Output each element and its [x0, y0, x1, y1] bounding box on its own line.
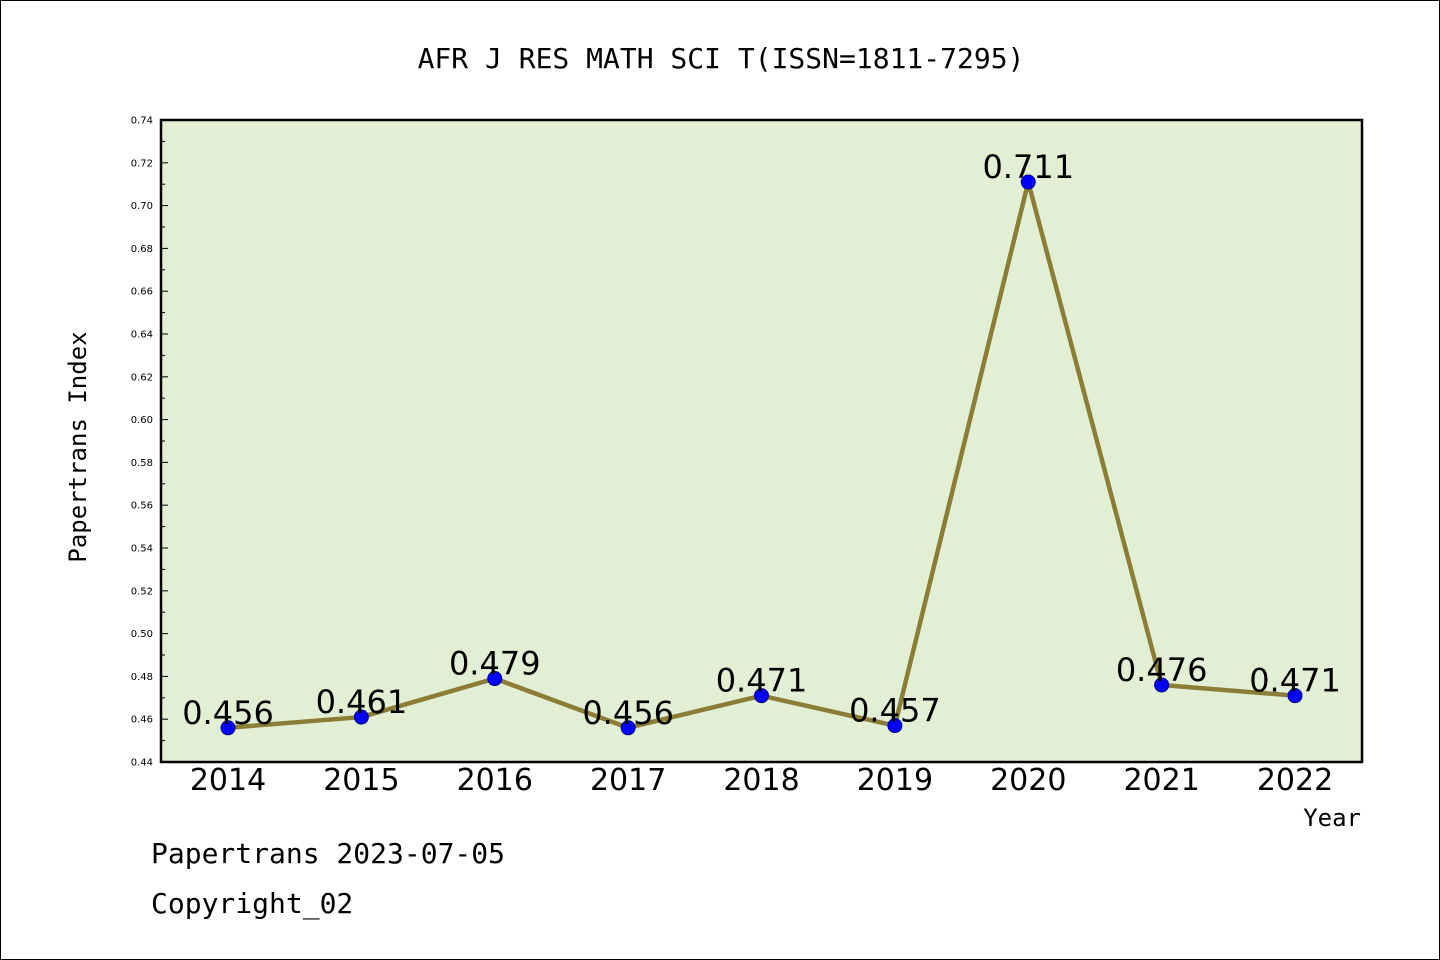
- y-tick-label: 0.74: [131, 116, 153, 127]
- data-point: [754, 688, 769, 704]
- y-tick-label: 0.44: [131, 758, 153, 769]
- x-tick-label: 2021: [1123, 763, 1199, 798]
- data-label: 0.461: [316, 683, 408, 721]
- x-tick-label: 2020: [990, 763, 1066, 798]
- x-tick-label: 2016: [457, 763, 533, 798]
- data-point: [620, 720, 636, 736]
- y-tick-label: 0.62: [131, 372, 153, 383]
- x-tick-label: 2017: [590, 763, 666, 798]
- data-point: [1020, 174, 1036, 190]
- plot-area: [161, 120, 1362, 762]
- data-point: [353, 709, 369, 725]
- y-tick-label: 0.70: [131, 201, 153, 212]
- x-tick-label: 2019: [857, 763, 933, 798]
- y-axis-label: Papertrans Index: [64, 331, 92, 562]
- y-tick-label: 0.52: [131, 586, 153, 597]
- data-label: 0.456: [182, 694, 274, 732]
- y-tick-label: 0.56: [131, 501, 153, 512]
- x-tick-label: 2015: [323, 763, 399, 798]
- data-point: [487, 671, 503, 687]
- data-point: [1154, 677, 1170, 693]
- y-tick-label: 0.64: [131, 330, 153, 341]
- data-label: 0.471: [716, 662, 808, 700]
- data-point: [220, 720, 236, 736]
- y-tick-label: 0.48: [131, 672, 153, 683]
- data-label: 0.476: [1116, 651, 1208, 689]
- x-axis: 2014 2015 2016 2017 2018 2019 2020 2021 2022: [190, 763, 1333, 798]
- y-tick-label: 0.66: [131, 287, 153, 298]
- footer-date-text: Papertrans 2023-07-05: [151, 837, 506, 870]
- data-point: [887, 718, 903, 734]
- data-point: [1287, 688, 1303, 704]
- x-tick-label: 2014: [190, 763, 266, 798]
- x-tick-label: 2018: [723, 763, 799, 798]
- y-tick-label: 0.58: [131, 458, 153, 469]
- plot-frame: [159, 118, 1364, 764]
- x-axis-label: Year: [1303, 804, 1361, 832]
- y-tick-label: 0.46: [131, 715, 153, 726]
- series-group: 0.456 0.461 0.479 0.456 0.471 0.457 0.711 0.476…: [182, 148, 1341, 736]
- y-tick-label: 0.60: [131, 415, 153, 426]
- y-tick-label: 0.54: [131, 544, 153, 555]
- y-tick-label: 0.68: [131, 244, 153, 255]
- footer-copyright-text: Copyright_02: [151, 887, 354, 920]
- chart-title: AFR J RES MATH SCI T(ISSN=1811-7295): [418, 42, 1025, 75]
- data-label: 0.479: [449, 645, 541, 683]
- data-label: 0.456: [582, 694, 674, 732]
- data-label: 0.457: [849, 692, 941, 730]
- data-label: 0.471: [1249, 662, 1341, 700]
- y-tick-label: 0.72: [131, 158, 153, 169]
- x-tick-label: 2022: [1257, 763, 1333, 798]
- y-tick-label: 0.50: [131, 629, 153, 640]
- data-label: 0.711: [982, 148, 1074, 186]
